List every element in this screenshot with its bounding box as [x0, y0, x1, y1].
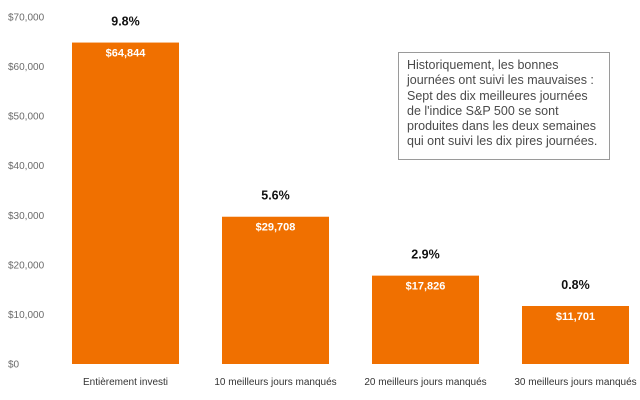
y-tick-label: $40,000 — [8, 161, 45, 172]
bar-percent-label: 9.8% — [111, 15, 140, 29]
y-tick-label: $50,000 — [8, 112, 45, 123]
bar-percent-label: 0.8% — [561, 278, 590, 292]
y-tick-label: $10,000 — [8, 310, 45, 321]
bar — [72, 42, 179, 365]
bar — [222, 216, 329, 364]
bar-percent-label: 5.6% — [261, 189, 290, 203]
bar-value-label: $29,708 — [256, 222, 296, 234]
annotation-box: Historiquement, les bonnes journées ont … — [398, 52, 610, 160]
y-tick-label: $30,000 — [8, 211, 45, 222]
x-category-label: 30 meilleurs jours manqués — [514, 377, 636, 388]
bar-value-label: $17,826 — [406, 281, 446, 293]
y-tick-label: $0 — [8, 360, 20, 371]
bar-percent-label: 2.9% — [411, 248, 440, 262]
y-tick-label: $60,000 — [8, 62, 45, 73]
bar — [372, 275, 479, 364]
x-category-label: 20 meilleurs jours manqués — [364, 377, 486, 388]
bar — [522, 305, 629, 364]
bar-value-label: $11,701 — [556, 311, 595, 323]
y-tick-label: $20,000 — [8, 260, 45, 271]
x-category-label: 10 meilleurs jours manqués — [214, 377, 336, 388]
y-tick-label: $70,000 — [8, 13, 45, 24]
bar-value-label: $64,844 — [106, 48, 147, 60]
x-category-label: Entièrement investi — [83, 377, 168, 388]
